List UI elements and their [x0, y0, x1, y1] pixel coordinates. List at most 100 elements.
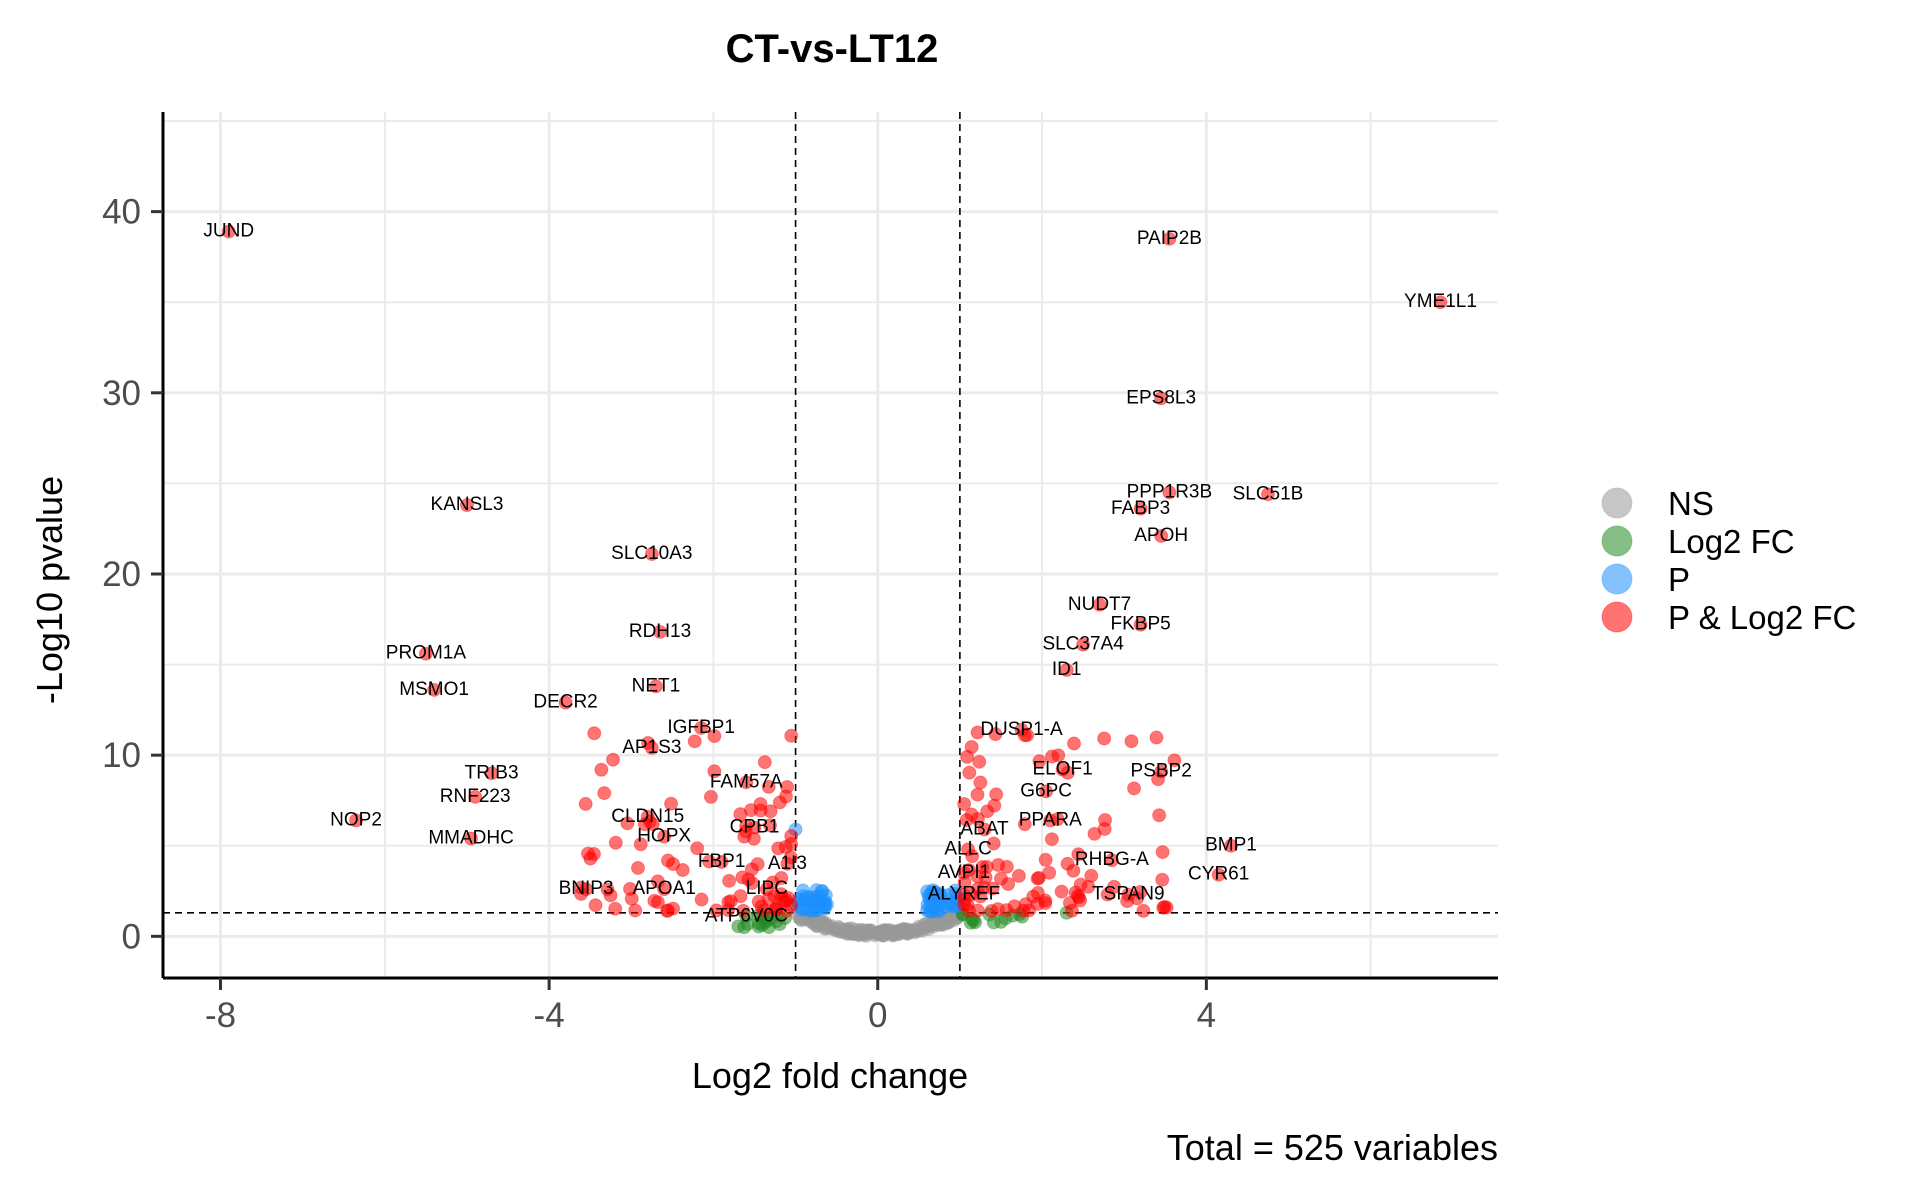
- data-point: [1071, 890, 1086, 905]
- data-point: [962, 903, 977, 918]
- labeled-point: [221, 224, 236, 239]
- data-point: [757, 755, 772, 770]
- data-point: [940, 915, 955, 930]
- data-point: [628, 903, 643, 918]
- point-label: SLC10A3: [611, 543, 692, 564]
- point-label: CLDN15: [611, 806, 684, 827]
- labeled-point: [759, 882, 774, 897]
- point-label: ATP6V0C: [705, 905, 788, 926]
- labeled-point: [1154, 764, 1169, 779]
- legend-key: [1601, 487, 1633, 519]
- y-tick-label: 20: [102, 555, 141, 594]
- point-label: SLC37A4: [1042, 634, 1124, 655]
- data-point: [666, 857, 681, 872]
- data-point: [1152, 808, 1167, 823]
- labeled-point: [349, 813, 364, 828]
- data-point: [608, 835, 623, 850]
- labeled-point: [1076, 637, 1091, 652]
- labeled-point: [1043, 813, 1058, 828]
- data-point: [778, 789, 793, 804]
- data-point: [990, 902, 1005, 917]
- legend-label: P & Log2 FC: [1668, 599, 1856, 636]
- labeled-point: [1154, 528, 1169, 543]
- labeled-point: [977, 822, 992, 837]
- point-label: TRIB3: [465, 762, 519, 783]
- data-point: [1017, 817, 1032, 832]
- point-label: SLC51B: [1233, 483, 1304, 504]
- data-point: [690, 841, 705, 856]
- labeled-point: [1039, 784, 1054, 799]
- point-label: ALLC: [944, 838, 992, 859]
- point-label: ID1: [1052, 659, 1082, 680]
- data-point: [1149, 730, 1164, 745]
- data-point: [588, 898, 603, 913]
- labeled-point: [558, 695, 573, 710]
- data-point: [964, 739, 979, 754]
- data-point: [722, 873, 737, 888]
- point-label: DECR2: [533, 692, 597, 713]
- data-point: [985, 881, 1000, 896]
- data-point: [1064, 903, 1079, 918]
- data-point: [863, 923, 878, 938]
- data-point: [1066, 863, 1081, 878]
- labeled-point: [644, 740, 659, 755]
- point-label: G6PC: [1020, 780, 1072, 801]
- data-point: [1159, 900, 1174, 915]
- labeled-point: [1092, 597, 1107, 612]
- data-point: [838, 926, 853, 941]
- labeled-point: [961, 842, 976, 857]
- point-label: A1I3: [768, 853, 807, 874]
- data-point: [1155, 845, 1170, 860]
- data-point: [767, 902, 782, 917]
- labeled-point: [780, 856, 795, 871]
- point-label: RDH13: [629, 621, 691, 642]
- data-point: [975, 860, 990, 875]
- data-point: [1087, 826, 1102, 841]
- point-label: RNF223: [440, 786, 511, 807]
- chart-title: CT-vs-LT12: [726, 27, 939, 71]
- data-point: [779, 893, 794, 908]
- data-point: [1071, 847, 1086, 862]
- labeled-point: [1121, 887, 1136, 902]
- point-label: FAM57A: [710, 771, 783, 792]
- labeled-point: [739, 775, 754, 790]
- point-label: MMADHC: [428, 827, 514, 848]
- point-label: AP1S3: [622, 737, 681, 758]
- y-tick-label: 40: [102, 193, 141, 232]
- data-point: [660, 903, 675, 918]
- labeled-point: [427, 682, 442, 697]
- labeled-point: [1260, 487, 1275, 502]
- labeled-point: [957, 865, 971, 880]
- x-tick-label: 0: [868, 996, 887, 1035]
- data-point: [744, 862, 759, 877]
- data-point: [1107, 879, 1122, 894]
- labeled-point: [1133, 617, 1148, 632]
- data-point: [630, 860, 645, 875]
- data-point: [744, 803, 759, 818]
- point-label: PSBP2: [1131, 760, 1192, 781]
- x-tick-label: -8: [205, 996, 236, 1035]
- data-point: [687, 734, 702, 749]
- labeled-point: [1162, 231, 1177, 246]
- data-point: [763, 818, 778, 833]
- labeled-point: [644, 547, 659, 562]
- data-point: [733, 889, 748, 904]
- labeled-point: [1104, 853, 1119, 868]
- labeled-point: [1154, 391, 1169, 406]
- data-point: [803, 893, 818, 908]
- point-label: EPS8L3: [1126, 387, 1196, 408]
- labeled-point: [579, 882, 594, 897]
- data-point: [1011, 868, 1026, 883]
- point-label: AVPI1: [938, 862, 990, 883]
- data-point: [1038, 852, 1053, 867]
- point-label: IGFBP1: [667, 717, 735, 738]
- point-label: CYR61: [1188, 864, 1249, 885]
- data-point: [962, 765, 977, 780]
- y-tick-label: 10: [102, 736, 141, 775]
- labeled-point: [1055, 762, 1070, 777]
- data-point: [587, 726, 602, 741]
- data-point: [608, 901, 623, 916]
- data-point: [774, 871, 789, 886]
- data-point: [1124, 734, 1139, 749]
